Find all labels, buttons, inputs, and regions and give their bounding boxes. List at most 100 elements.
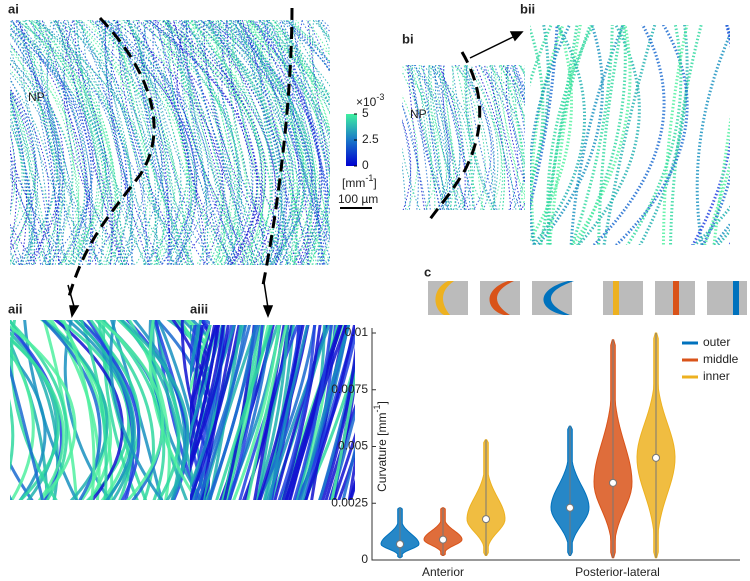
fiber <box>0 10 6 275</box>
fiber <box>478 65 506 210</box>
fiber <box>483 65 522 210</box>
fiber <box>407 65 442 210</box>
image-panel <box>190 315 430 510</box>
fiber <box>99 20 190 265</box>
fiber <box>514 65 525 103</box>
fiber <box>102 320 139 500</box>
fiber <box>386 315 430 510</box>
fiber <box>546 25 592 245</box>
fiber <box>463 65 484 210</box>
fiber <box>206 325 257 500</box>
colorbar-tick-label: 0 <box>362 158 369 172</box>
thumbnail-highlight <box>613 281 619 315</box>
panel-label: ai <box>8 1 19 16</box>
fiber <box>10 165 48 265</box>
fiber <box>41 320 109 500</box>
fiber <box>614 25 689 245</box>
fiber <box>190 325 219 413</box>
fiber <box>199 20 287 265</box>
fiber <box>0 10 7 275</box>
fiber <box>10 337 61 500</box>
fiber <box>440 65 476 210</box>
fiber <box>625 25 683 245</box>
fiber <box>465 65 496 210</box>
fiber <box>153 320 207 500</box>
fiber <box>0 10 16 275</box>
fiber <box>260 20 327 265</box>
y-tick-label: 0 <box>361 552 368 566</box>
fiber <box>248 20 299 265</box>
fiber <box>250 20 313 265</box>
fiber <box>105 20 189 265</box>
fiber <box>10 223 24 265</box>
fiber <box>428 65 449 210</box>
fiber <box>0 10 2 275</box>
fiber <box>239 20 313 265</box>
fiber <box>10 95 33 265</box>
fiber <box>324 403 355 500</box>
y-tick-label: 0.01 <box>345 325 369 339</box>
y-tick-label: 0.0025 <box>331 495 368 509</box>
fiber <box>76 20 162 265</box>
fiber <box>408 65 432 210</box>
fiber <box>94 20 149 265</box>
fiber <box>570 25 614 245</box>
fiber <box>492 65 525 210</box>
fiber <box>61 320 96 500</box>
fiber <box>102 20 157 265</box>
fiber <box>661 25 689 245</box>
median-dot <box>566 503 574 512</box>
fiber <box>60 20 160 265</box>
fiber <box>412 65 449 210</box>
fiber <box>10 32 74 265</box>
fiber <box>168 20 224 265</box>
fiber <box>192 325 252 500</box>
fiber <box>263 20 318 265</box>
fiber <box>330 371 355 500</box>
fiber <box>273 325 328 500</box>
fiber <box>11 20 60 265</box>
fiber <box>10 121 23 239</box>
fiber <box>190 325 230 469</box>
fiber <box>180 20 279 265</box>
fiber <box>10 116 36 265</box>
fiber <box>267 20 330 245</box>
fiber <box>172 20 245 265</box>
fiber <box>15 20 86 265</box>
x-tick-label: Posterior-lateral <box>575 565 660 579</box>
fiber <box>207 20 285 265</box>
fiber <box>695 31 730 245</box>
fiber <box>89 20 196 265</box>
fiber <box>216 20 297 265</box>
fiber <box>99 20 182 265</box>
fiber <box>259 20 330 265</box>
fiber <box>427 65 453 210</box>
fiber <box>0 10 16 275</box>
fiber <box>136 20 224 265</box>
fiber <box>341 443 355 500</box>
fiber <box>78 320 141 500</box>
fiber <box>519 65 525 78</box>
colorbar: 0 2.5 5×10-3 [mm-1] <box>342 92 384 190</box>
fiber <box>306 20 330 70</box>
fiber <box>499 65 525 122</box>
fiber <box>10 92 36 252</box>
thumbnail <box>428 281 468 315</box>
np-label: NP <box>410 107 427 121</box>
fiber <box>198 20 264 265</box>
colorbar-gradient <box>346 114 357 166</box>
fiber <box>0 10 5 275</box>
fiber <box>35 20 132 265</box>
panel-label: aii <box>8 301 22 316</box>
fiber <box>10 46 86 265</box>
fiber <box>10 158 73 265</box>
fiber <box>33 20 124 265</box>
fiber <box>124 20 191 265</box>
fiber <box>530 25 559 212</box>
thumbnail-highlight <box>733 281 739 315</box>
np-label: NP <box>28 90 45 104</box>
fiber <box>126 20 170 265</box>
fiber <box>90 20 196 265</box>
fiber <box>477 65 519 210</box>
fiber <box>0 10 10 275</box>
